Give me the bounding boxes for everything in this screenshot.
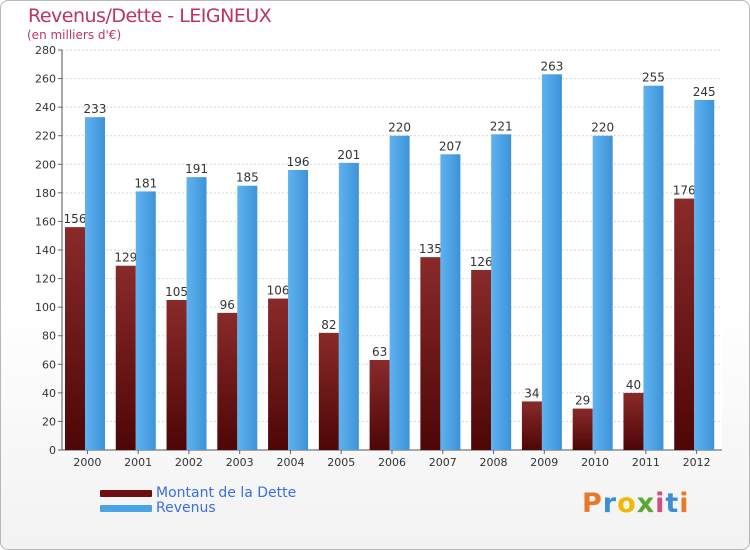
data-label-debt: 96: [220, 298, 235, 312]
data-label-debt: 63: [372, 345, 387, 359]
y-tick-label: 20: [42, 415, 56, 428]
x-tick-label: 2002: [175, 456, 203, 469]
bar-debt: [623, 392, 644, 450]
legend-item-debt: Montant de la Dette: [100, 486, 296, 501]
bar-debt: [521, 401, 542, 450]
bar-revenus: [338, 162, 359, 450]
y-tick-label: 40: [42, 387, 56, 400]
data-label-revenus: 181: [134, 176, 157, 190]
bar-revenus: [592, 135, 613, 450]
data-label-debt: 176: [673, 184, 696, 198]
data-label-revenus: 221: [490, 119, 513, 133]
bar-debt: [471, 270, 492, 450]
x-tick-label: 2005: [327, 456, 355, 469]
data-label-debt: 40: [626, 378, 641, 392]
y-tick-label: 220: [35, 130, 56, 143]
bar-debt: [420, 257, 441, 450]
bar-revenus: [389, 135, 410, 450]
x-tick-label: 2006: [378, 456, 406, 469]
bar-debt: [115, 265, 136, 450]
data-label-debt: 135: [419, 242, 442, 256]
y-tick-label: 240: [35, 101, 56, 114]
legend-swatch-debt: [100, 490, 152, 497]
data-label-debt: 156: [64, 212, 87, 226]
bar-debt: [674, 198, 695, 450]
data-label-revenus: 201: [337, 148, 360, 162]
data-label-debt: 126: [470, 255, 493, 269]
bar-revenus: [186, 177, 207, 450]
data-label-revenus: 191: [185, 162, 208, 176]
y-tick-label: 60: [42, 358, 56, 371]
x-tick-label: 2009: [530, 456, 558, 469]
legend-label-revenus: Revenus: [156, 500, 216, 516]
bar-debt: [217, 312, 238, 450]
data-label-revenus: 255: [642, 71, 665, 85]
legend-swatch-revenus: [100, 505, 152, 512]
data-label-debt: 106: [267, 284, 290, 298]
proxiti-logo: Proxiti: [582, 488, 690, 519]
y-tick-label: 160: [35, 215, 56, 228]
data-label-debt: 82: [321, 318, 336, 332]
data-label-debt: 29: [575, 394, 590, 408]
legend-label-debt: Montant de la Dette: [156, 485, 297, 501]
bar-revenus: [491, 134, 512, 451]
chart-subtitle: (en milliers d'€): [27, 28, 122, 42]
data-label-revenus: 220: [591, 121, 614, 135]
bar-debt: [268, 298, 289, 450]
y-tick-label: 120: [35, 273, 56, 286]
chart-title: Revenus/Dette - LEIGNEUX: [28, 5, 272, 27]
data-label-revenus: 207: [439, 139, 462, 153]
y-tick-label: 0: [49, 444, 56, 457]
x-tick-label: 2000: [73, 456, 101, 469]
y-tick-label: 80: [42, 330, 56, 343]
bar-revenus: [135, 191, 156, 450]
y-tick-label: 140: [35, 244, 56, 257]
bar-debt: [572, 408, 593, 450]
data-label-revenus: 185: [236, 171, 259, 185]
x-tick-label: 2011: [632, 456, 660, 469]
data-label-debt: 105: [165, 285, 188, 299]
bar-revenus: [288, 170, 309, 450]
legend-item-revenus: Revenus: [100, 501, 296, 516]
data-label-revenus: 220: [388, 121, 411, 135]
data-label-revenus: 245: [693, 85, 716, 99]
y-tick-label: 100: [35, 301, 56, 314]
y-tick-label: 180: [35, 187, 56, 200]
data-label-revenus: 263: [540, 59, 563, 73]
bar-revenus: [440, 154, 461, 451]
x-tick-label: 2003: [226, 456, 254, 469]
x-tick-label: 2012: [683, 456, 711, 469]
data-label-revenus: 196: [287, 155, 310, 169]
bar-revenus: [237, 185, 258, 450]
data-label-debt: 34: [524, 386, 539, 400]
bar-revenus: [541, 74, 562, 451]
x-tick-label: 2010: [581, 456, 609, 469]
data-label-debt: 129: [114, 251, 137, 265]
bar-debt: [318, 332, 339, 450]
bar-debt: [369, 360, 390, 450]
bar-revenus: [643, 85, 664, 450]
bar-debt: [65, 227, 85, 450]
bar-debt: [166, 300, 187, 450]
y-tick-label: 280: [35, 44, 56, 57]
x-tick-label: 2008: [480, 456, 508, 469]
bar-revenus: [85, 117, 105, 451]
bar-revenus: [694, 100, 715, 450]
y-tick-label: 260: [35, 73, 56, 86]
x-tick-label: 2007: [429, 456, 457, 469]
x-tick-label: 2001: [124, 456, 152, 469]
legend: Montant de la Dette Revenus: [100, 486, 296, 516]
y-tick-label: 200: [35, 158, 56, 171]
x-tick-label: 2004: [276, 456, 304, 469]
data-label-revenus: 233: [84, 102, 107, 116]
